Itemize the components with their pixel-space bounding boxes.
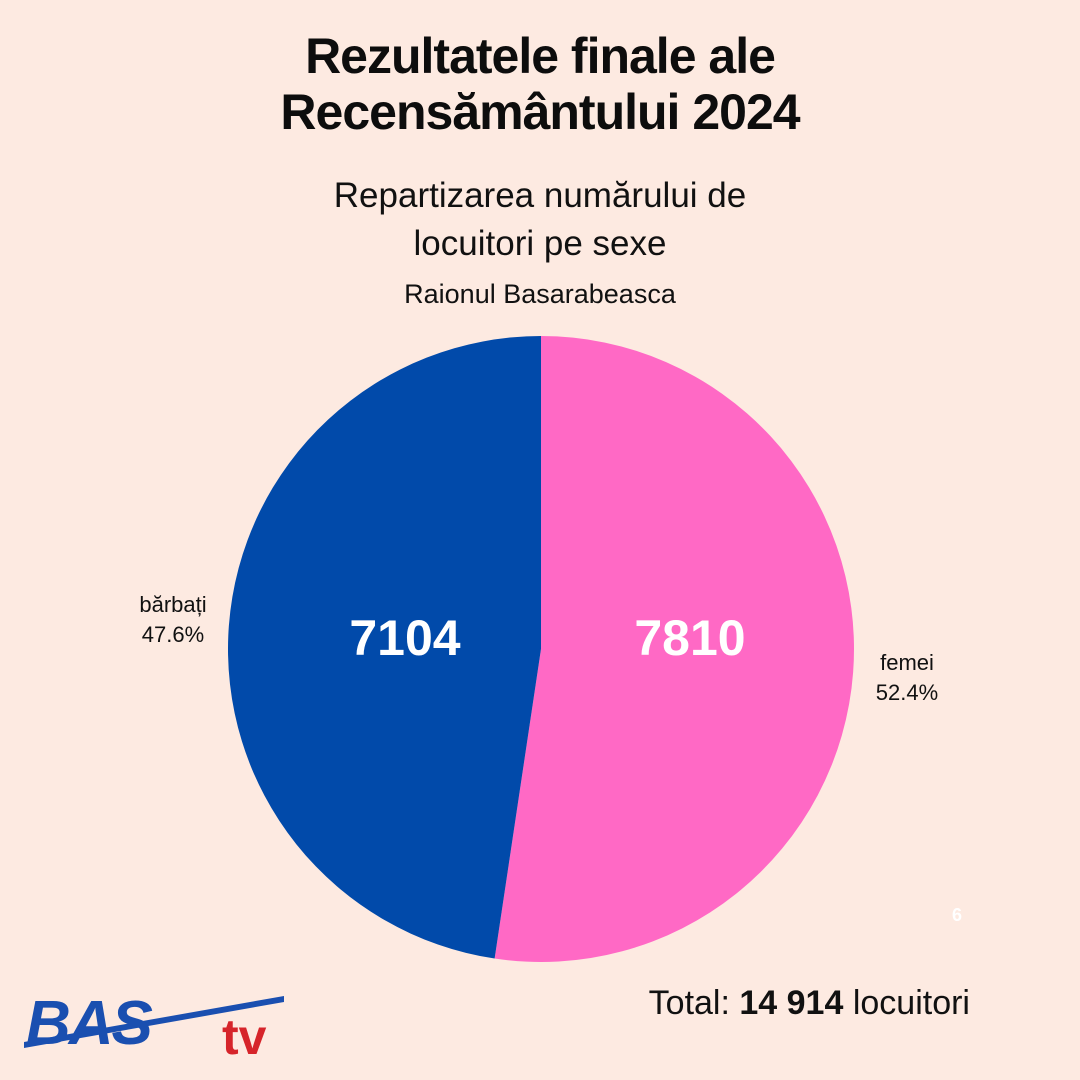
legend-label-barbati: bărbați 47.6% (118, 590, 228, 650)
title-line-2: Recensământului 2024 (280, 84, 800, 140)
pie-slice-barbati (227, 336, 542, 959)
label-femei-name: femei (880, 650, 934, 675)
slice-value-femei: 7810 (634, 610, 745, 666)
label-barbati-percent: 47.6% (141, 622, 205, 647)
bastv-logo: BAS tv (24, 990, 284, 1062)
title-line-1: Rezultatele finale ale (305, 28, 776, 84)
subtitle-line-2: locuitori pe sexe (413, 224, 667, 263)
page-number: 6 (952, 905, 963, 925)
total-line: Total: 14 914 locuitori (649, 984, 970, 1023)
label-barbati-name: bărbați (139, 592, 207, 617)
chart-subtitle: Repartizarea numărului de locuitori pe s… (0, 172, 1080, 268)
logo-text-tv: tv (222, 1009, 267, 1062)
total-value: 14 914 (739, 984, 844, 1022)
page-title: Rezultatele finale ale Recensământului 2… (0, 28, 1080, 140)
total-suffix: locuitori (852, 984, 970, 1022)
total-prefix: Total: (648, 984, 730, 1022)
label-femei-percent: 52.4% (875, 680, 939, 705)
logo-swoosh-icon (24, 996, 284, 1048)
slice-value-barbati: 7104 (349, 610, 460, 666)
legend-label-femei: femei 52.4% (852, 648, 962, 708)
region-label: Raionul Basarabeasca (404, 279, 676, 309)
pie-slice-femei (494, 336, 854, 962)
logo-text-bas: BAS (26, 990, 153, 1058)
subtitle-line-1: Repartizarea numărului de (333, 176, 747, 215)
